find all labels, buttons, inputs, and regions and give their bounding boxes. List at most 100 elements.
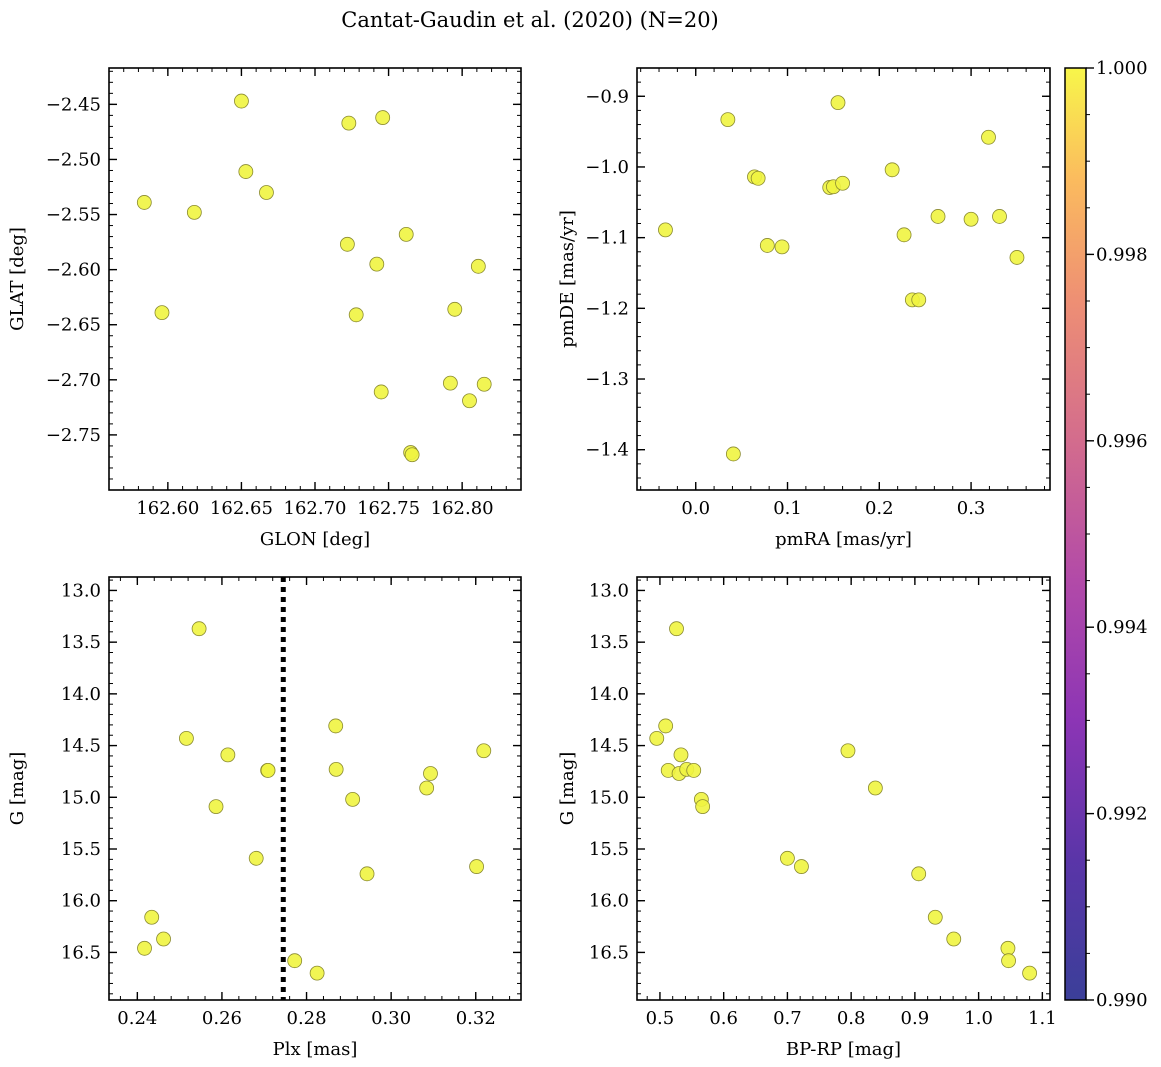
scatter-point	[442, 375, 458, 391]
axes-frame	[636, 67, 1051, 491]
scatter-point	[992, 209, 1007, 224]
x-tick-label: 0.7	[773, 1008, 802, 1029]
y-tick-label: −2.50	[46, 149, 101, 170]
y-tick-label: −2.60	[46, 260, 101, 281]
y-tick-label: −0.9	[585, 86, 629, 107]
y-tick-label: 15.5	[61, 839, 101, 860]
y-tick-label: −2.65	[46, 315, 101, 336]
x-axis-label: pmRA [mas/yr]	[775, 529, 912, 550]
scatter-point	[462, 393, 477, 409]
colorbar-tick-label: 1.000	[1096, 58, 1148, 79]
scatter-point	[208, 799, 224, 814]
scatter-point	[248, 850, 264, 866]
scatter-point	[780, 850, 795, 866]
x-tick-label: 0.24	[117, 1008, 157, 1029]
x-tick-label: 162.65	[210, 498, 273, 519]
scatter-point	[1009, 250, 1025, 265]
scatter-point	[341, 115, 357, 131]
x-tick-label: 0.30	[371, 1008, 411, 1029]
y-tick-label: −1.2	[585, 298, 629, 319]
scatter-point	[259, 185, 274, 200]
scatter-point	[309, 965, 325, 981]
x-tick-label: 0.6	[709, 1008, 738, 1029]
y-tick-label: 16.0	[589, 891, 629, 912]
scatter-point	[398, 226, 414, 242]
x-tick-label: 162.60	[136, 498, 199, 519]
y-tick-label: 14.0	[61, 684, 101, 705]
scatter-point	[359, 866, 375, 882]
scatter-point	[835, 175, 850, 191]
scatter-point	[220, 747, 236, 763]
scatter-point	[911, 292, 927, 308]
x-tick-label: 1.0	[964, 1008, 993, 1029]
scatter-point	[144, 909, 160, 925]
scatter-point	[720, 112, 736, 128]
y-axis-label: G [mag]	[7, 752, 28, 825]
scatter-point	[946, 931, 962, 947]
colorbar-tick-label: 0.998	[1096, 244, 1148, 265]
y-tick-label: 13.5	[61, 632, 101, 653]
scatter-point	[328, 761, 344, 777]
scatter-point	[930, 209, 946, 224]
x-tick-label: 0.0	[681, 498, 710, 519]
scatter-point	[649, 730, 665, 746]
y-tick-label: −2.55	[46, 205, 101, 226]
y-tick-label: 15.0	[589, 787, 629, 808]
colorbar-tick-label: 0.990	[1096, 990, 1148, 1011]
panel-bprp-g: 0.5 0.6 0.7 0.8 0.9 1.0 1.1 13.0 13.5 14.0 14.5 15.…	[557, 576, 1057, 1060]
y-tick-label: 16.0	[61, 891, 101, 912]
scatter-point	[669, 621, 684, 637]
colorbar-gradient	[1064, 67, 1087, 1001]
scatter-point	[419, 780, 435, 796]
y-tick-label: −2.75	[46, 425, 101, 446]
y-tick-label: −2.45	[46, 94, 101, 115]
x-tick-label: 0.1	[773, 498, 802, 519]
x-tick-label: 162.75	[357, 498, 420, 519]
y-tick-label: 15.5	[589, 839, 629, 860]
scatter-point	[373, 384, 389, 400]
scatter-point	[750, 170, 766, 186]
scatter-point	[759, 238, 775, 253]
x-tick-label: 162.80	[431, 498, 494, 519]
scatter-point	[658, 222, 673, 238]
y-axis-label: G [mag]	[557, 752, 578, 825]
scatter-point	[867, 780, 883, 796]
scatter-point	[238, 164, 254, 179]
x-axis-label: Plx [mas]	[273, 1039, 358, 1060]
y-tick-label: 15.0	[61, 787, 101, 808]
y-tick-label: 14.0	[589, 684, 629, 705]
scatter-point	[896, 227, 912, 243]
scatter-point	[423, 766, 438, 781]
x-tick-label: 0.2	[865, 498, 894, 519]
x-tick-label: 1.1	[1028, 1008, 1057, 1029]
x-tick-label: 0.28	[287, 1008, 327, 1029]
x-tick-label: 0.32	[456, 1008, 496, 1029]
scatter-point	[136, 195, 152, 210]
y-tick-label: 13.0	[589, 580, 629, 601]
y-tick-label: −1.4	[585, 440, 629, 461]
scatter-point	[1022, 965, 1038, 981]
x-tick-label: 0.3	[957, 498, 986, 519]
colorbar-tick-label: 0.992	[1096, 804, 1148, 825]
scatter-point	[470, 258, 486, 274]
scatter-point	[1001, 953, 1016, 969]
x-tick-label: 0.5	[646, 1008, 675, 1029]
scatter-point	[981, 129, 996, 145]
scatter-point	[469, 859, 484, 874]
scatter-point	[186, 204, 202, 220]
scatter-point	[476, 743, 492, 759]
y-tick-label: 13.0	[61, 580, 101, 601]
scatter-point	[369, 256, 385, 272]
scatter-point	[339, 236, 355, 252]
y-tick-label: 16.5	[589, 942, 629, 963]
colorbar-tick-label: 0.996	[1096, 431, 1148, 452]
scatter-point	[794, 859, 809, 874]
y-tick-label: 14.5	[61, 736, 101, 757]
x-axis-label: BP-RP [mag]	[786, 1039, 901, 1060]
panel-plx-g: 0.24 0.26 0.28 0.30 0.32 13.0 13.5 14.0 14.5 15.0…	[7, 576, 522, 1060]
scatter-point	[774, 239, 790, 255]
y-tick-label: 13.5	[589, 632, 629, 653]
scatter-point	[287, 953, 303, 969]
scatter-point	[830, 95, 846, 111]
